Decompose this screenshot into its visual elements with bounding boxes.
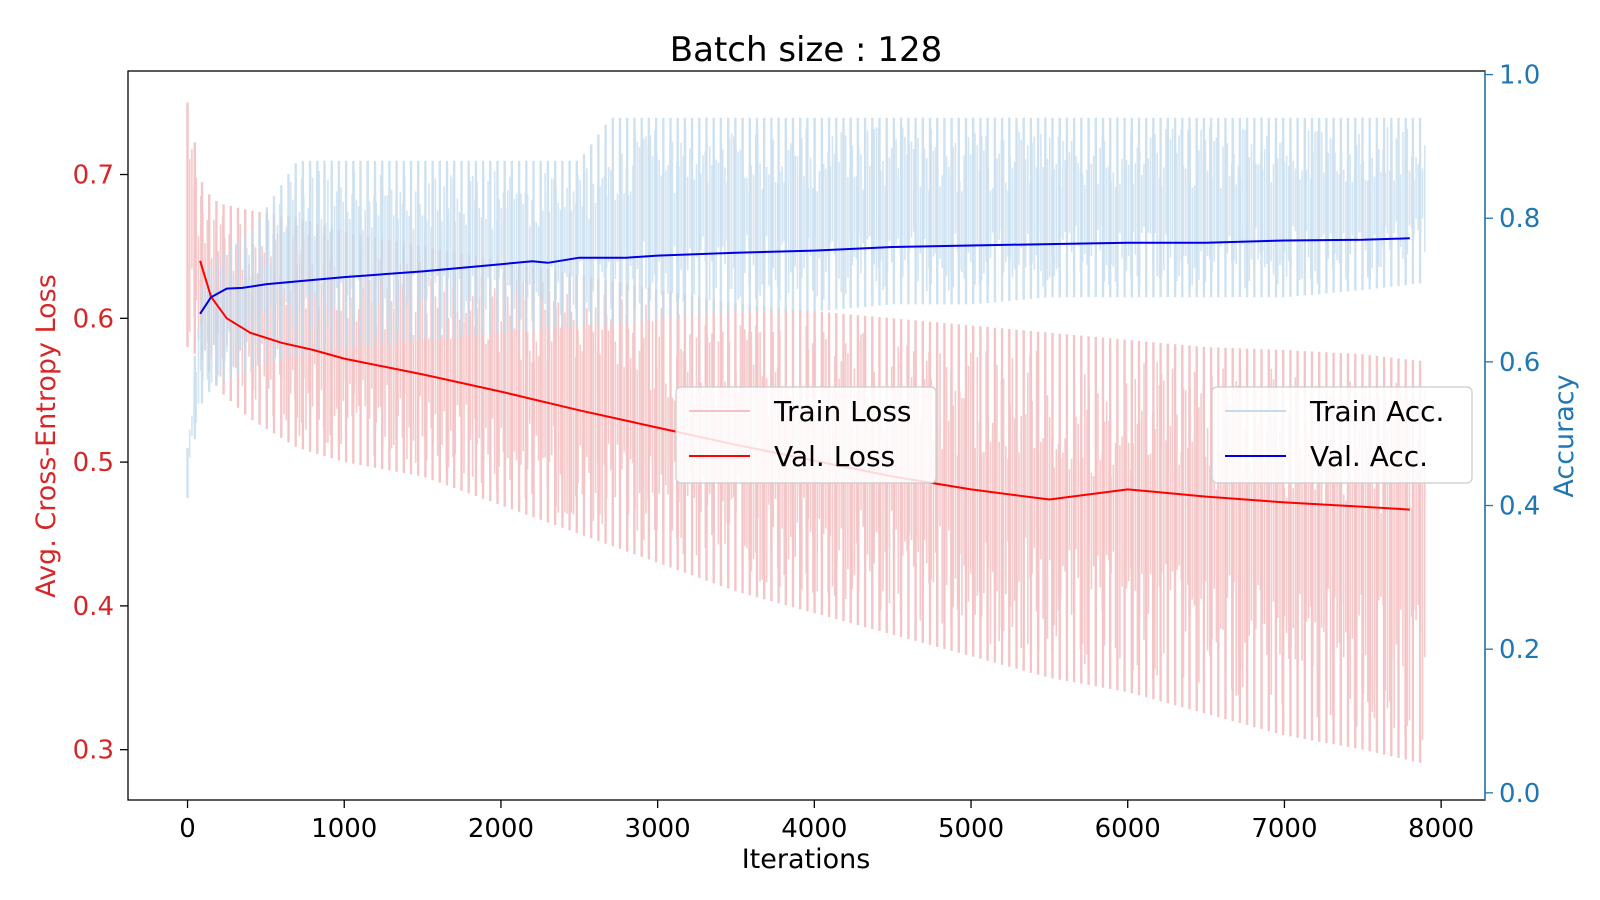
y-right-tick-label: 0.0 — [1499, 779, 1540, 809]
legend-train-loss-label: Train Loss — [773, 395, 912, 428]
train-acc-spikes — [186, 117, 1422, 499]
x-tick-label: 8000 — [1408, 814, 1474, 844]
axes: 0 1000 2000 3000 4000 5000 6000 7000 8000 0.3 0.4 0… — [73, 61, 1541, 844]
y-right-tick-label: 0.2 — [1499, 635, 1540, 665]
legend-val-acc-label: Val. Acc. — [1310, 440, 1428, 473]
y-right-tick-label: 0.6 — [1499, 348, 1540, 378]
x-tick-label: 0 — [179, 814, 196, 844]
series-train-acc — [186, 117, 1426, 499]
y-right-tick-label: 1.0 — [1499, 61, 1540, 91]
legend-loss: Train Loss Val. Loss — [675, 386, 937, 484]
y-right-tick-label: 0.4 — [1499, 492, 1540, 522]
series-val-acc — [199, 237, 1410, 315]
y-right-tick-label: 0.8 — [1499, 204, 1540, 234]
y-left-tick-label: 0.4 — [73, 592, 114, 622]
x-tick-label: 6000 — [1095, 814, 1161, 844]
x-tick-label: 3000 — [625, 814, 691, 844]
series-val-loss — [199, 260, 1410, 511]
y-left-tick-label: 0.5 — [73, 448, 114, 478]
x-tick-label: 7000 — [1251, 814, 1317, 844]
x-tick-label: 4000 — [781, 814, 847, 844]
y-axis-right-label: Accuracy — [1549, 374, 1580, 497]
x-axis-label: Iterations — [742, 844, 871, 875]
legend-val-loss-label: Val. Loss — [774, 440, 895, 473]
x-tick-label: 1000 — [311, 814, 377, 844]
y-left-tick-label: 0.3 — [73, 736, 114, 766]
y-left-tick-label: 0.6 — [73, 304, 114, 334]
y-left-tick-label: 0.7 — [73, 161, 114, 191]
x-tick-label: 2000 — [468, 814, 534, 844]
legend-accuracy: Train Acc. Val. Acc. — [1211, 386, 1473, 484]
chart-title: Batch size : 128 — [670, 30, 942, 70]
y-axis-left-label: Avg. Cross-Entropy Loss — [31, 274, 62, 598]
legend-train-acc-label: Train Acc. — [1309, 395, 1444, 428]
x-tick-label: 5000 — [938, 814, 1004, 844]
